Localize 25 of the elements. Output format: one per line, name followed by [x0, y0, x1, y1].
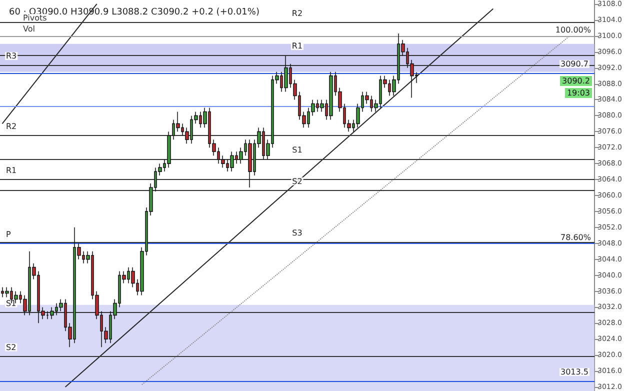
ref-line-label: 3090.7	[560, 60, 589, 69]
annotation: 3090.2	[562, 76, 590, 86]
candlestick	[248, 139, 252, 188]
ref-line-label: S3	[292, 228, 302, 238]
annotation: 19:03	[566, 88, 590, 98]
candlestick	[284, 55, 288, 92]
ref-line-label: R2	[6, 122, 17, 132]
ref-line-label: R3	[6, 52, 17, 61]
candlestick	[50, 306, 54, 320]
annotation: 78.60%	[560, 232, 592, 242]
ref-line-label: S1	[292, 145, 302, 154]
ref-line-label: S1	[6, 298, 16, 308]
candlestick	[14, 290, 18, 304]
ref-line-label: S2	[292, 176, 302, 186]
ref-line-label: P	[6, 230, 11, 239]
candlestick	[329, 71, 333, 120]
ref-line-label: R1	[292, 42, 303, 51]
candlestick	[230, 151, 234, 172]
ref-line-label: 3013.5	[560, 368, 589, 377]
ref-line-label: R1	[6, 166, 17, 176]
annotation: Pivots	[23, 14, 47, 22]
ref-line-label: S2	[6, 342, 16, 352]
ref-line-label: R2	[292, 8, 303, 18]
annotation: Vol	[23, 24, 35, 34]
annotation: 100.00%	[555, 25, 592, 34]
